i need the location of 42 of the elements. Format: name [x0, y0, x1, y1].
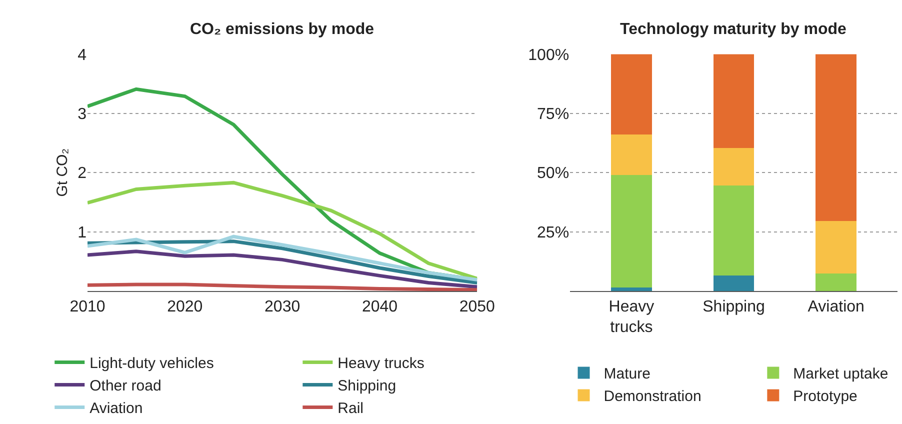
y-tick-label: 4 — [78, 46, 87, 64]
chart-title: Technology maturity by mode — [620, 21, 846, 38]
bar — [713, 148, 754, 186]
legend-label: Heavy trucks — [338, 355, 424, 372]
bar — [610, 175, 652, 288]
bar — [610, 288, 652, 292]
y-tick-label: 25% — [537, 224, 570, 242]
bar — [816, 54, 857, 222]
legend-label: Shipping — [338, 378, 396, 395]
y-tick-label: 50% — [537, 165, 570, 182]
bar — [816, 221, 857, 274]
x-tick-label: 2010 — [70, 298, 106, 316]
x-tick-label: 2030 — [264, 298, 300, 316]
y-axis-title: Gt CO₂ — [54, 148, 71, 197]
legend-label: Prototype — [793, 388, 858, 406]
x-tick-label: 2040 — [362, 298, 398, 316]
bar — [713, 276, 754, 292]
x-tick-label: Aviation — [808, 298, 864, 316]
bar — [610, 134, 652, 176]
bar — [610, 54, 652, 135]
legend-label: Demonstration — [604, 388, 702, 406]
y-tick-label: 75% — [537, 106, 570, 124]
x-tick-label: Heavy trucks — [608, 298, 654, 336]
line-series — [87, 250, 478, 289]
legend-label: Market uptake — [793, 366, 888, 383]
y-tick-label: 3 — [78, 106, 87, 124]
x-tick-label: Shipping — [702, 298, 765, 316]
chart-title: CO₂ emissions by mode — [190, 21, 374, 38]
x-tick-label: 2050 — [459, 298, 496, 316]
bar — [713, 54, 754, 148]
legend-label: Mature — [604, 366, 650, 383]
y-tick-label: 1 — [78, 224, 87, 242]
line-series — [87, 180, 478, 280]
x-tick-label: 2020 — [167, 298, 203, 316]
bar — [816, 273, 857, 292]
bar — [713, 186, 754, 276]
y-tick-label: 2 — [78, 165, 87, 182]
y-tick-label: 100% — [528, 46, 570, 64]
legend-label: Light-duty vehicles — [90, 355, 214, 372]
legend-label: Aviation — [90, 400, 143, 418]
legend-label: Other road — [90, 378, 162, 395]
legend-label: Rail — [338, 400, 364, 418]
